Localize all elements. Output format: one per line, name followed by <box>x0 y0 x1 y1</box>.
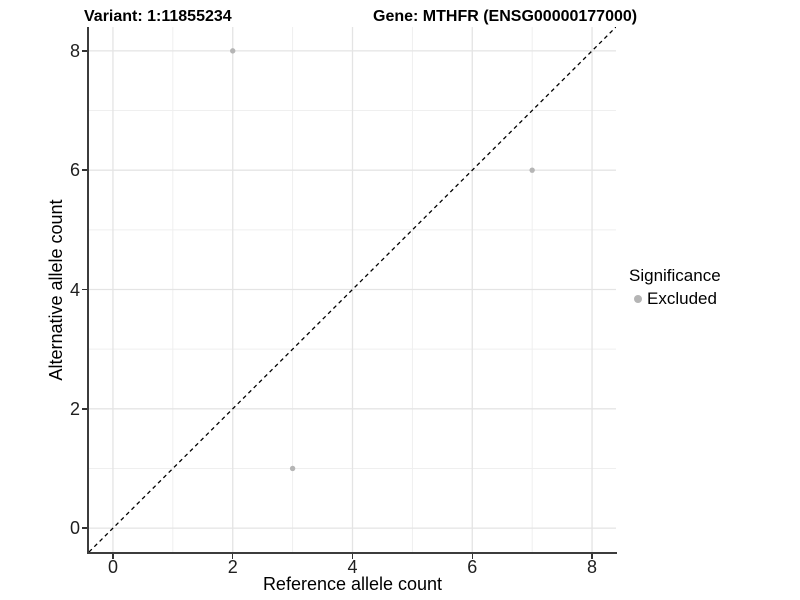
x-tick-label: 8 <box>587 557 598 577</box>
x-axis-title: Reference allele count <box>262 574 443 594</box>
y-tick-label: 8 <box>69 40 80 61</box>
x-tick-label: 2 <box>227 557 238 577</box>
x-tick-label: 6 <box>467 557 478 577</box>
y-tick-mark <box>82 527 87 529</box>
y-axis-line <box>87 27 89 554</box>
x-tick-label: 4 <box>347 557 358 577</box>
legend-item-excluded: Excluded <box>629 288 721 309</box>
x-tick-mark <box>471 554 474 559</box>
y-tick-mark <box>82 169 87 171</box>
plot-title-gene: Gene: MTHFR (ENSG00000177000) <box>373 8 638 25</box>
data-point <box>230 48 236 54</box>
legend-point-icon <box>634 294 642 303</box>
x-tick-mark <box>231 554 234 559</box>
legend-title: Significance <box>629 266 721 285</box>
plot-title-variant: Variant: 1:11855234 <box>84 8 232 25</box>
x-tick-label: 0 <box>107 557 118 577</box>
data-point <box>529 167 535 173</box>
legend-item-label: Excluded <box>647 289 717 308</box>
y-axis-title: Alternative allele count <box>46 199 66 381</box>
y-tick-label: 4 <box>69 279 80 300</box>
x-tick-mark <box>351 554 354 559</box>
x-tick-mark <box>591 554 593 559</box>
identity-dashed-line <box>89 27 616 552</box>
y-tick-mark <box>82 288 87 291</box>
y-tick-mark <box>82 408 87 410</box>
legend: Significance Excluded <box>629 265 721 309</box>
y-tick-label: 2 <box>69 398 80 419</box>
data-point <box>289 465 296 472</box>
y-tick-mark <box>82 50 87 52</box>
y-tick-label: 6 <box>69 160 80 181</box>
x-tick-mark <box>112 554 114 559</box>
y-tick-label: 0 <box>69 518 80 539</box>
x-axis-line <box>87 552 617 554</box>
plot-panel-canvas <box>89 27 616 552</box>
plot-panel <box>89 27 616 552</box>
